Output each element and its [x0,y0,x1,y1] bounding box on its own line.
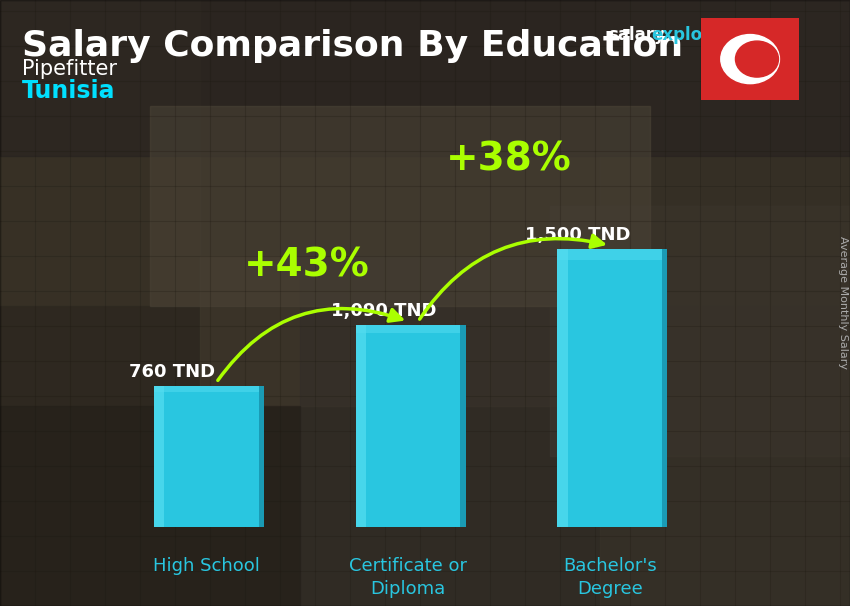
Bar [154,387,164,527]
Text: 1,500 TND: 1,500 TND [525,226,631,244]
Text: ★: ★ [739,53,750,65]
Bar [600,0,850,606]
Text: 1,090 TND: 1,090 TND [332,302,437,320]
FancyBboxPatch shape [700,16,801,102]
Text: Certificate or
Diploma: Certificate or Diploma [349,557,467,599]
Bar [159,387,264,527]
Text: Average Monthly Salary: Average Monthly Salary [838,236,848,370]
Bar [0,406,300,606]
Text: +43%: +43% [244,247,370,284]
Bar [558,249,662,527]
Circle shape [735,41,779,77]
Bar [300,256,850,606]
Bar [355,325,366,527]
Bar [558,249,568,527]
Text: +38%: +38% [446,141,572,179]
Bar [0,0,850,156]
Text: Salary Comparison By Education: Salary Comparison By Education [22,29,683,63]
Bar [360,325,466,527]
Circle shape [721,35,779,84]
Text: .com: .com [702,26,747,44]
Bar [563,249,667,527]
Bar [0,0,200,306]
Bar [0,306,850,606]
Text: 760 TND: 760 TND [129,363,216,381]
Text: High School: High School [153,557,259,575]
Text: Tunisia: Tunisia [22,79,116,103]
Bar [550,206,850,456]
Text: Pipefitter: Pipefitter [22,59,117,79]
Text: salary: salary [608,26,665,44]
Bar [154,387,258,527]
Bar [558,249,662,261]
Text: Bachelor's
Degree: Bachelor's Degree [563,557,657,599]
Bar [154,387,258,392]
Bar [355,325,461,527]
Bar [150,106,650,306]
Text: explorer: explorer [651,26,730,44]
Bar [355,325,461,333]
Bar [200,256,650,406]
